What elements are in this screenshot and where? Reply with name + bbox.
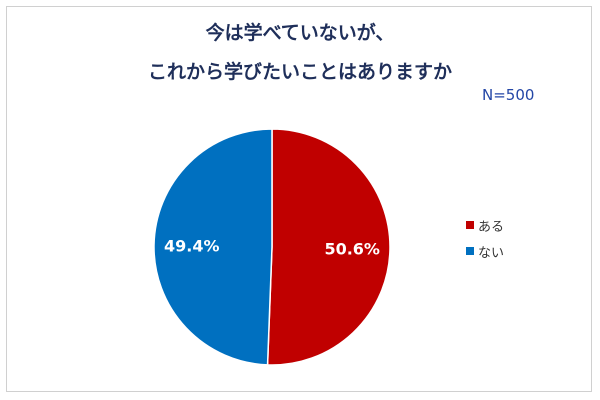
legend-swatch-nai	[466, 247, 474, 255]
legend-item-aru: ある	[466, 214, 504, 236]
legend-item-nai: ない	[466, 240, 504, 262]
data-label-aru: 50.6%	[324, 240, 380, 259]
data-label-nai: 49.4%	[164, 236, 220, 255]
sample-size-label: N=500	[482, 86, 535, 104]
legend-label-aru: ある	[478, 219, 505, 235]
chart-frame	[6, 6, 592, 392]
pie-slice-aru	[266, 128, 391, 366]
pie-slice-nai	[153, 128, 273, 366]
legend-swatch-aru	[466, 221, 474, 229]
chart-title-line-1: 今は学べていないが、	[205, 22, 395, 44]
legend: ある ない	[466, 214, 504, 266]
legend-label-nai: ない	[478, 245, 505, 261]
chart-title-line-2: これから学びたいことはありますか	[147, 61, 452, 83]
